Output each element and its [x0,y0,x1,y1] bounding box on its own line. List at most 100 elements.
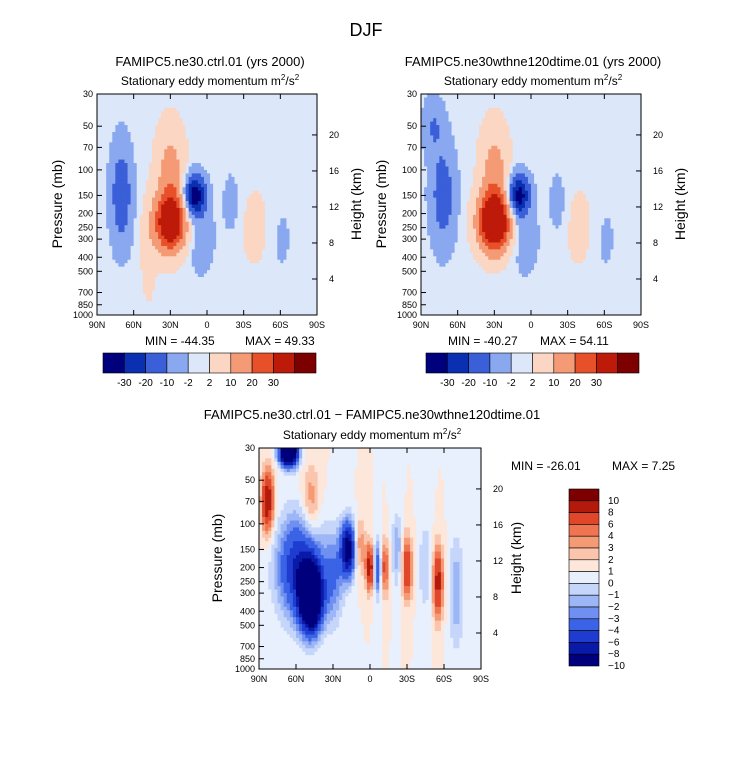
panel-control-subtitle: Stationary eddy momentum m2/s2 [121,73,300,88]
panel-control-plot-cell [210,111,214,116]
panel-control-plot-cell [109,142,113,147]
panel-control-plot-cell [148,225,153,230]
panel-control-plot-cell [286,149,291,154]
panel-control-plot-cell [176,159,181,164]
panel-control-plot-cell [152,218,156,223]
panel-control-plot-cell [188,131,193,137]
panel-control-plot-cell [249,100,254,105]
panel-control-plot-cell [295,180,300,185]
panel-control-plot-cell [148,138,153,143]
panel-control-plot-cell [271,214,275,219]
panel-control-plot-cell [121,204,126,209]
panel-control-plot-cell [310,166,315,171]
panel-control-plot-cell [176,118,181,123]
panel-control-plot-cell [246,104,251,109]
panel-control-plot-cell [258,97,263,102]
panel-control-plot-cell [246,201,251,206]
panel-control-plot-cell [237,169,242,175]
panel-control-plot-cell [268,232,272,237]
panel-control-plot-cell [286,145,291,150]
panel-control-plot-cell [222,156,226,161]
panel-control-plot-cell [133,159,138,164]
panel-control-plot-cell [109,183,113,188]
panel-control-plot-cell [280,225,284,230]
panel-control-plot-cell [112,104,116,109]
panel-control-plot-cell [240,145,245,150]
panel-control-plot-cell [145,180,150,185]
panel-control-plot-cell [213,194,217,199]
panel-control-plot-cell [262,100,266,105]
panel-control-plot-cell [136,204,141,209]
panel-control-plot-cell [164,194,168,199]
panel-control-plot-cell [170,163,174,168]
panel-control-plot-cell [262,183,266,188]
panel-control-plot-cell [292,104,297,109]
panel-control-plot-cell [271,225,275,230]
panel-control-plot-cell [280,187,284,192]
panel-control-plot-cell [219,159,223,164]
panel-control-plot-cell [158,176,162,181]
panel-control-plot-cell [191,159,196,164]
panel-control-plot-cell [258,207,263,212]
panel-control-plot-cell [243,183,248,188]
panel-control-plot-cell [262,163,266,168]
panel-control-plot-cell [127,180,132,185]
panel-control-plot-cell [170,156,174,161]
panel-control-plot-cell [188,163,193,168]
panel-control-plot-cell [298,228,303,233]
panel-control-plot-cell [271,135,275,140]
panel-control-plot-cell [191,225,196,230]
panel-control-plot-cell [304,131,309,137]
panel-control-plot-cell [246,156,251,161]
panel-control-plot-cell [145,194,150,199]
panel-control-plot-cell [194,100,199,105]
panel-control-plot-height-tick-label: 4 [329,274,334,284]
panel-control-plot-cell [191,156,196,161]
panel-control-plot-cell [139,107,144,112]
panel-control-plot-cell [118,107,123,112]
panel-control-plot-cell [313,104,318,109]
panel-control-plot-cell [216,111,220,116]
panel-control-plot-cell [103,207,107,212]
panel-control-plot-cell [255,180,260,185]
panel-control-plot-cell [133,138,138,143]
panel-control-plot-cell [142,114,147,119]
panel-control-plot-cell [133,225,138,230]
panel-control-plot-y-tick-label: 300 [78,234,93,244]
panel-control-plot-cell [112,111,116,116]
panel-control-plot-cell [139,121,144,126]
panel-control-plot-cell [139,142,144,147]
panel-control-plot-cell [274,138,278,143]
panel-control-plot-cell [145,94,150,99]
panel-control-plot-cell [112,125,116,130]
panel-control-plot-cell [265,104,269,109]
panel-control-plot-cell [262,159,266,164]
panel-control-plot-cell [301,221,306,226]
panel-control-plot-cell [219,135,223,140]
panel-control-plot-cell [115,111,119,116]
panel-control-plot-cell [313,107,318,112]
panel-control-plot-cell [301,125,306,130]
panel-control-plot-cell [307,142,312,147]
panel-control-plot-cell [283,125,288,130]
panel-control-plot-cell [185,128,190,133]
panel-control-plot-cell [142,169,147,175]
panel-control-plot-cell [130,221,135,226]
panel-control-plot-cell [213,211,217,216]
panel-control-plot-cell [100,100,104,105]
panel-control-plot-cell [304,187,309,192]
panel-control-plot-cell [231,190,236,195]
panel-control-plot-cell [219,156,223,161]
panel-experiment-plot-field [421,94,642,316]
panel-control-plot-cell [142,149,147,154]
panel-control-plot-cell [118,194,123,199]
panel-control-plot-cell [219,111,223,116]
panel-control-plot-cell [222,111,226,116]
panel-control-plot-cell [210,138,214,143]
panel-control-plot-cell [191,107,196,112]
panel-control-plot-cell [127,190,132,195]
panel-control-plot-cell [228,190,233,195]
panel-control-plot-cell [130,204,135,209]
panel-control-plot-cell [228,149,233,154]
panel-control-plot-cell [268,128,272,133]
